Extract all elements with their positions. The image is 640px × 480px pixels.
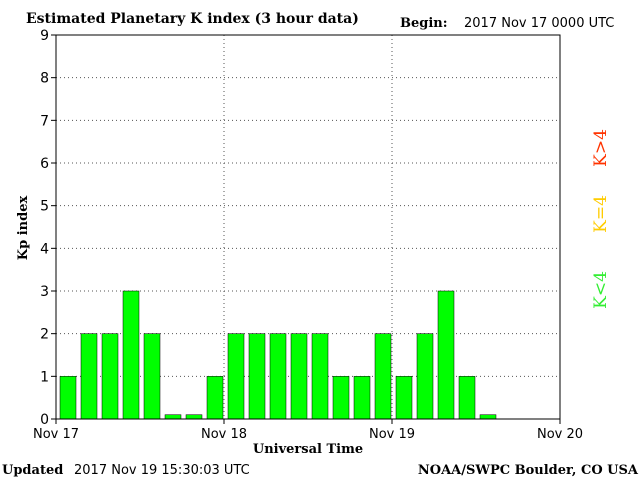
kp-bar xyxy=(185,414,203,420)
y-tick-label: 6 xyxy=(40,156,49,172)
x-tick-label: Nov 18 xyxy=(201,427,247,442)
y-tick-label: 5 xyxy=(40,199,49,215)
x-tick-label: Nov 17 xyxy=(33,427,79,442)
y-tick-label: 8 xyxy=(40,71,49,87)
kp-bar xyxy=(143,333,161,420)
chart-title: Estimated Planetary K index (3 hour data… xyxy=(26,11,359,27)
x-axis-ticks: Nov 17 Nov 18 Nov 19 Nov 20 xyxy=(33,419,583,442)
kp-bar xyxy=(458,376,476,420)
y-tick-label: 7 xyxy=(40,113,49,129)
kp-bar xyxy=(122,290,140,420)
begin-label: Begin: xyxy=(400,16,448,31)
y-tick-label: 9 xyxy=(40,28,49,44)
kp-bar xyxy=(353,376,371,420)
kp-bar xyxy=(227,333,245,420)
y-axis-label: Kp index xyxy=(16,196,31,261)
updated-value: 2017 Nov 19 15:30:03 UTC xyxy=(74,463,250,478)
y-axis-ticks: 0 1 2 3 4 5 6 7 8 9 xyxy=(40,28,56,428)
kp-bar xyxy=(101,333,119,420)
kp-bar xyxy=(416,333,434,420)
kp-bar xyxy=(332,376,350,420)
kp-bar xyxy=(59,376,77,420)
x-tick-label: Nov 19 xyxy=(369,427,415,442)
kp-bar xyxy=(206,376,224,420)
y-tick-label: 0 xyxy=(40,412,49,428)
begin-value: 2017 Nov 17 0000 UTC xyxy=(464,16,614,31)
legend: K>4 K=4 K<4 xyxy=(591,129,611,309)
y-tick-label: 3 xyxy=(40,284,49,300)
kp-bar xyxy=(374,333,392,420)
updated-label: Updated xyxy=(2,463,63,478)
plot-frame xyxy=(55,34,561,420)
kp-bar xyxy=(164,414,182,420)
y-tick-label: 4 xyxy=(40,241,49,257)
legend-item-k-equal-4: K=4 xyxy=(591,195,611,233)
legend-item-k-greater-4: K>4 xyxy=(591,129,611,167)
kp-bar xyxy=(290,333,308,420)
kp-bar xyxy=(479,414,497,420)
x-tick-label: Nov 20 xyxy=(537,427,583,442)
legend-item-k-less-4: K<4 xyxy=(591,271,611,309)
kp-bar xyxy=(269,333,287,420)
source-credit: NOAA/SWPC Boulder, CO USA xyxy=(418,463,639,478)
x-axis-label: Universal Time xyxy=(253,442,363,457)
kp-bar xyxy=(395,376,413,420)
bar-series xyxy=(59,290,497,420)
kp-bar xyxy=(437,290,455,420)
kp-bar xyxy=(311,333,329,420)
kp-bar xyxy=(248,333,266,420)
kp-bar xyxy=(80,333,98,420)
y-tick-label: 1 xyxy=(40,369,49,385)
y-tick-label: 2 xyxy=(40,327,49,343)
grid-lines xyxy=(56,35,560,419)
